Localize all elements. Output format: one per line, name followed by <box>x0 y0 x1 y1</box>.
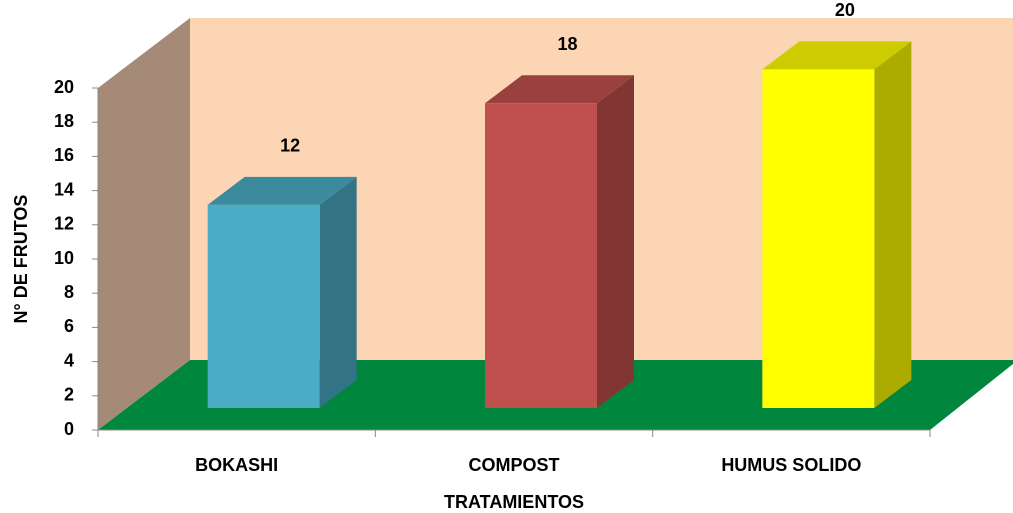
x-tick-label: BOKASHI <box>195 455 278 475</box>
bar <box>485 103 597 408</box>
value-label: 20 <box>835 0 855 20</box>
bar-side <box>874 41 912 409</box>
x-tick-label: HUMUS SOLIDO <box>721 455 861 475</box>
bar-side <box>597 75 634 408</box>
x-tick-label: COMPOST <box>468 455 559 475</box>
y-tick-label: 2 <box>64 385 74 405</box>
value-label: 18 <box>557 34 577 54</box>
y-tick-label: 0 <box>64 419 74 439</box>
bar-top <box>207 176 357 205</box>
x-axis-title: TRATAMIENTOS <box>444 492 584 512</box>
value-label: 12 <box>280 136 300 156</box>
y-axis-title: N° DE FRUTOS <box>11 195 31 324</box>
side-wall <box>98 18 190 430</box>
bar-top <box>762 41 912 70</box>
bar <box>762 69 875 409</box>
y-tick-label: 14 <box>54 179 74 199</box>
y-tick-label: 6 <box>64 316 74 336</box>
y-tick-label: 12 <box>54 214 74 234</box>
y-tick-label: 18 <box>54 111 74 131</box>
y-tick-label: 20 <box>54 77 74 97</box>
y-tick-label: 4 <box>64 350 74 370</box>
y-tick-label: 8 <box>64 282 74 302</box>
y-tick-label: 16 <box>54 145 74 165</box>
bar <box>207 204 320 408</box>
y-tick-label: 10 <box>54 248 74 268</box>
bar-side <box>319 176 357 408</box>
bar-top <box>485 75 634 104</box>
